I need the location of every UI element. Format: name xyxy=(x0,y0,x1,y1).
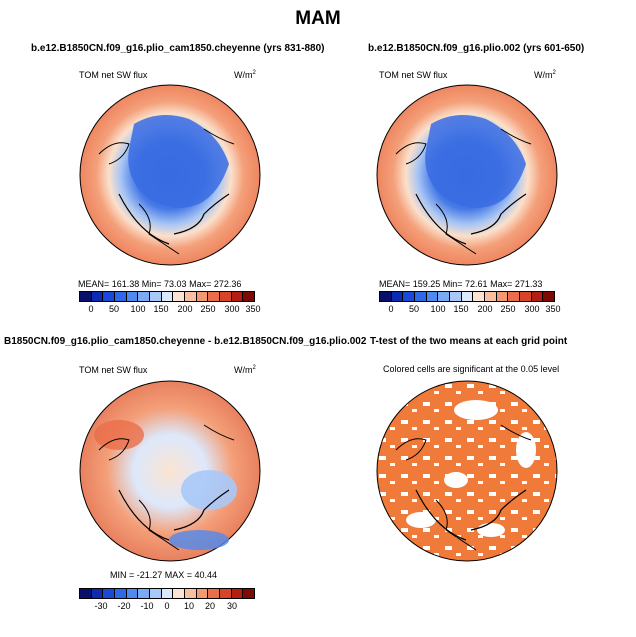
panel-1-tick: 150 xyxy=(153,304,169,314)
panel-1-tick: 300 xyxy=(224,304,240,314)
panel-2-units: W/m2 xyxy=(534,70,556,80)
panel-2-tick: 50 xyxy=(408,304,419,314)
panel-1-colorbar xyxy=(79,291,255,302)
panel-1-tick: 350 xyxy=(245,304,261,314)
panel-3-title: B1850CN.f09_g16.plio_cam1850.cheyenne - … xyxy=(4,336,367,347)
panel-1-tick: 200 xyxy=(177,304,193,314)
panel-3-polar-map xyxy=(79,380,261,562)
panel-3-tick: 0 xyxy=(164,601,170,611)
panel-4-polar-map xyxy=(376,380,558,562)
panel-3-tick: 30 xyxy=(226,601,237,611)
panel-1-tick: 50 xyxy=(108,304,119,314)
panel-4-note: Colored cells are significant at the 0.0… xyxy=(383,364,560,374)
panel-3-units: W/m2 xyxy=(234,365,256,375)
panel-2-tick: 350 xyxy=(545,304,561,314)
panel-3-tick: 10 xyxy=(183,601,194,611)
panel-2-tick: 200 xyxy=(477,304,493,314)
panel-1-title: b.e12.B1850CN.f09_g16.plio_cam1850.cheye… xyxy=(31,43,325,54)
panel-1-tick: 250 xyxy=(200,304,216,314)
panel-1-units: W/m2 xyxy=(234,70,256,80)
panel-2-variable-label: TOM net SW flux xyxy=(379,70,448,80)
panel-3-tick: -10 xyxy=(140,601,154,611)
panel-2-tick: 250 xyxy=(500,304,516,314)
panel-2-tick: 150 xyxy=(453,304,469,314)
panel-3-stats: MIN = -21.27 MAX = 40.44 xyxy=(110,570,218,580)
panel-3-variable-label: TOM net SW flux xyxy=(79,365,148,375)
panel-3-tick: -30 xyxy=(94,601,108,611)
figure-title: MAM xyxy=(295,8,341,29)
panel-3-colorbar xyxy=(79,588,255,599)
panel-2-tick: 0 xyxy=(388,304,394,314)
panel-2-title: b.e12.B1850CN.f09_g16.plio.002 (yrs 601-… xyxy=(368,43,585,54)
panel-2-tick: 100 xyxy=(430,304,446,314)
panel-3-tick: 20 xyxy=(204,601,215,611)
panel-1-stats: MEAN= 161.38 Min= 73.03 Max= 272.36 xyxy=(78,279,242,289)
panel-1-tick: 100 xyxy=(130,304,146,314)
panel-2-polar-map xyxy=(376,84,558,266)
panel-2-tick: 300 xyxy=(524,304,540,314)
panel-2-stats: MEAN= 159.25 Min= 72.61 Max= 271.33 xyxy=(379,279,543,289)
panel-1-variable-label: TOM net SW flux xyxy=(79,70,148,80)
panel-1-polar-map xyxy=(79,84,261,266)
panel-1-tick: 0 xyxy=(88,304,94,314)
panel-3-tick: -20 xyxy=(117,601,131,611)
panel-2-colorbar xyxy=(379,291,555,302)
panel-4-title: T-test of the two means at each grid poi… xyxy=(370,336,568,347)
